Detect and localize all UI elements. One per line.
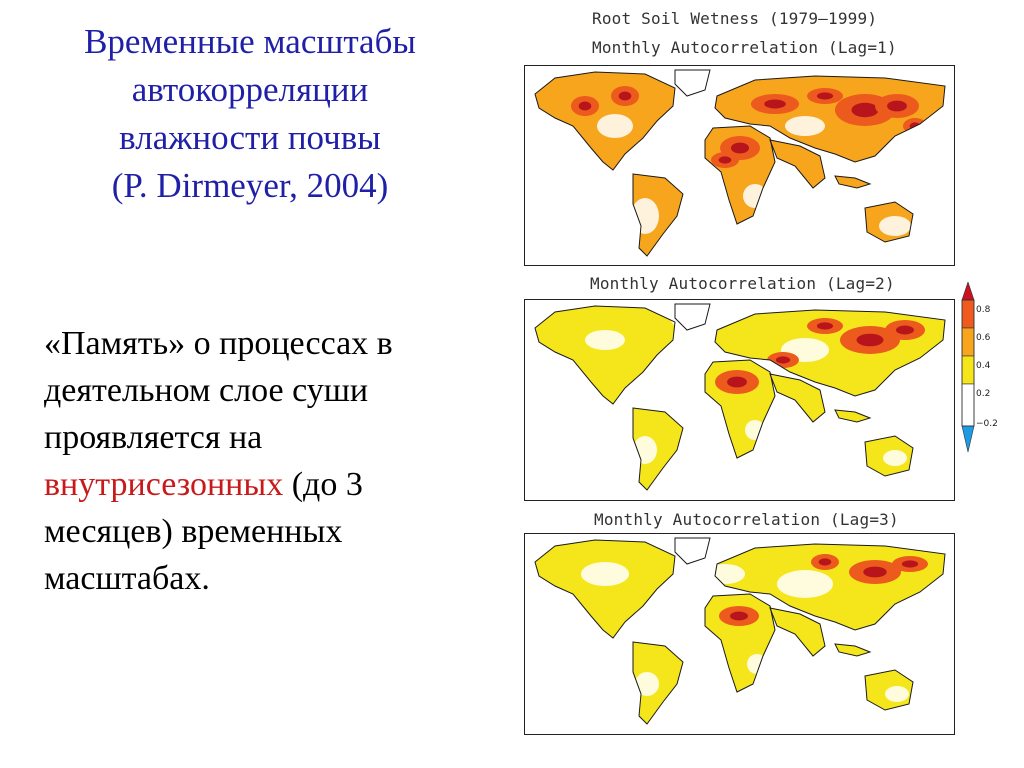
- max-correlation-core: [901, 560, 919, 568]
- max-correlation-core: [775, 356, 791, 364]
- low-correlation-region: [631, 198, 659, 234]
- low-correlation-region: [785, 116, 825, 136]
- coastline-north-america: [534, 305, 676, 405]
- coastline-north-america: [534, 539, 676, 639]
- coastline-australia: [864, 201, 914, 243]
- coastline-europe-asia: [714, 75, 946, 163]
- coastline-arabia-india: [769, 373, 826, 423]
- coastline-south-america: [632, 173, 684, 257]
- body-text-part1: «Память» о процессах в деятельном слое с…: [44, 325, 393, 456]
- coastline-indonesia: [834, 643, 872, 657]
- coastline-africa: [704, 593, 776, 693]
- body-text-part2: (до 3 месяцев) временных масштабах.: [44, 466, 363, 597]
- panel-title-lag2: Monthly Autocorrelation (Lag=2): [590, 274, 895, 293]
- low-correlation-region: [745, 420, 765, 440]
- max-correlation-core: [816, 92, 834, 100]
- landmass-greenland: [675, 70, 710, 96]
- max-correlation-core: [730, 611, 748, 621]
- low-correlation-region: [581, 562, 629, 586]
- slide-title: Временные масштабы автокорреляции влажно…: [30, 18, 470, 210]
- colorbar-label-neg0.2: −0.2: [976, 419, 998, 429]
- landmass-north-america: [535, 306, 675, 404]
- coastline-africa: [704, 125, 776, 225]
- title-line-2: автокорреляции: [131, 70, 369, 109]
- title-line-1: Временные масштабы: [84, 22, 416, 61]
- max-correlation-core: [731, 142, 749, 154]
- low-correlation-region: [633, 436, 657, 464]
- panel-title-lag1: Monthly Autocorrelation (Lag=1): [592, 38, 897, 57]
- colorbar-band-0.6-0.8: [961, 299, 975, 329]
- coastline-arabia-india: [769, 607, 826, 657]
- max-correlation-core: [856, 333, 884, 347]
- colorbar-label-0.4: 0.4: [976, 361, 991, 371]
- max-correlation-core: [863, 566, 887, 578]
- max-correlation-core: [851, 102, 879, 118]
- landmass-greenland: [675, 538, 710, 564]
- low-correlation-region: [777, 570, 833, 598]
- colorbar-bottom-triangle: [961, 425, 975, 453]
- max-correlation-core: [896, 325, 914, 335]
- landmass-south-america: [633, 408, 683, 490]
- max-correlation-core: [818, 558, 832, 566]
- coastline-europe-asia: [714, 543, 946, 631]
- low-correlation-region: [585, 330, 625, 350]
- panel-title-lag3: Monthly Autocorrelation (Lag=3): [594, 510, 899, 529]
- colorbar-outline: [961, 299, 975, 427]
- coastline-arabia-india: [769, 139, 826, 189]
- low-correlation-region: [883, 450, 907, 466]
- max-correlation-core: [727, 376, 747, 388]
- coastline-south-america: [632, 641, 684, 725]
- low-correlation-region: [597, 114, 633, 138]
- colorbar-band-0.2-0.4: [961, 355, 975, 385]
- max-correlation-core: [816, 322, 834, 330]
- max-correlation-core: [618, 91, 632, 101]
- coastline-north-america: [534, 71, 676, 171]
- colorbar-band-0.4-0.6: [961, 327, 975, 357]
- coastline-africa: [704, 359, 776, 459]
- title-line-3: влажности почвы: [119, 118, 381, 157]
- coastline-south-america: [632, 407, 684, 491]
- world-map-lag3: [534, 537, 946, 725]
- colorbar-label-0.6: 0.6: [976, 333, 991, 343]
- map-panel-lag2: [524, 299, 955, 501]
- coastline-australia: [864, 435, 914, 477]
- low-correlation-region: [635, 672, 659, 696]
- max-correlation-core: [887, 100, 907, 112]
- map-panel-lag1: [524, 65, 955, 266]
- coastline-europe-asia: [714, 309, 946, 397]
- low-correlation-region: [705, 564, 745, 584]
- colorbar-label-0.8: 0.8: [976, 305, 991, 315]
- coastline-greenland: [674, 303, 711, 331]
- low-correlation-region: [885, 686, 909, 702]
- map-panel-lag3: [524, 533, 955, 735]
- low-correlation-region: [879, 216, 911, 236]
- autocorrelation-field: [581, 554, 928, 702]
- slide-body-text: «Память» о процессах в деятельном слое с…: [44, 320, 464, 602]
- colorbar: [961, 282, 975, 453]
- max-correlation-core: [718, 156, 732, 164]
- landmass-north-america: [535, 540, 675, 638]
- low-correlation-region: [747, 654, 767, 674]
- world-map-lag2: [534, 303, 946, 491]
- max-correlation-core: [764, 99, 786, 109]
- coastline-greenland: [674, 69, 711, 97]
- world-map-lag1: [534, 69, 946, 257]
- colorbar-top-triangle: [961, 282, 975, 301]
- max-correlation-core: [578, 101, 592, 111]
- colorbar-label-0.2: 0.2: [976, 389, 991, 399]
- coastline-indonesia: [834, 175, 872, 189]
- coastline-greenland: [674, 537, 711, 565]
- coastline-indonesia: [834, 409, 872, 423]
- body-highlight-term: внутрисезонных: [44, 466, 284, 503]
- autocorrelation-field: [571, 86, 927, 236]
- colorbar-band--0.2-0.2: [961, 383, 975, 427]
- coastline-australia: [864, 669, 914, 711]
- figure-header: Root Soil Wetness (1979–1999): [592, 9, 878, 28]
- title-line-4-citation: (P. Dirmeyer, 2004): [111, 166, 389, 205]
